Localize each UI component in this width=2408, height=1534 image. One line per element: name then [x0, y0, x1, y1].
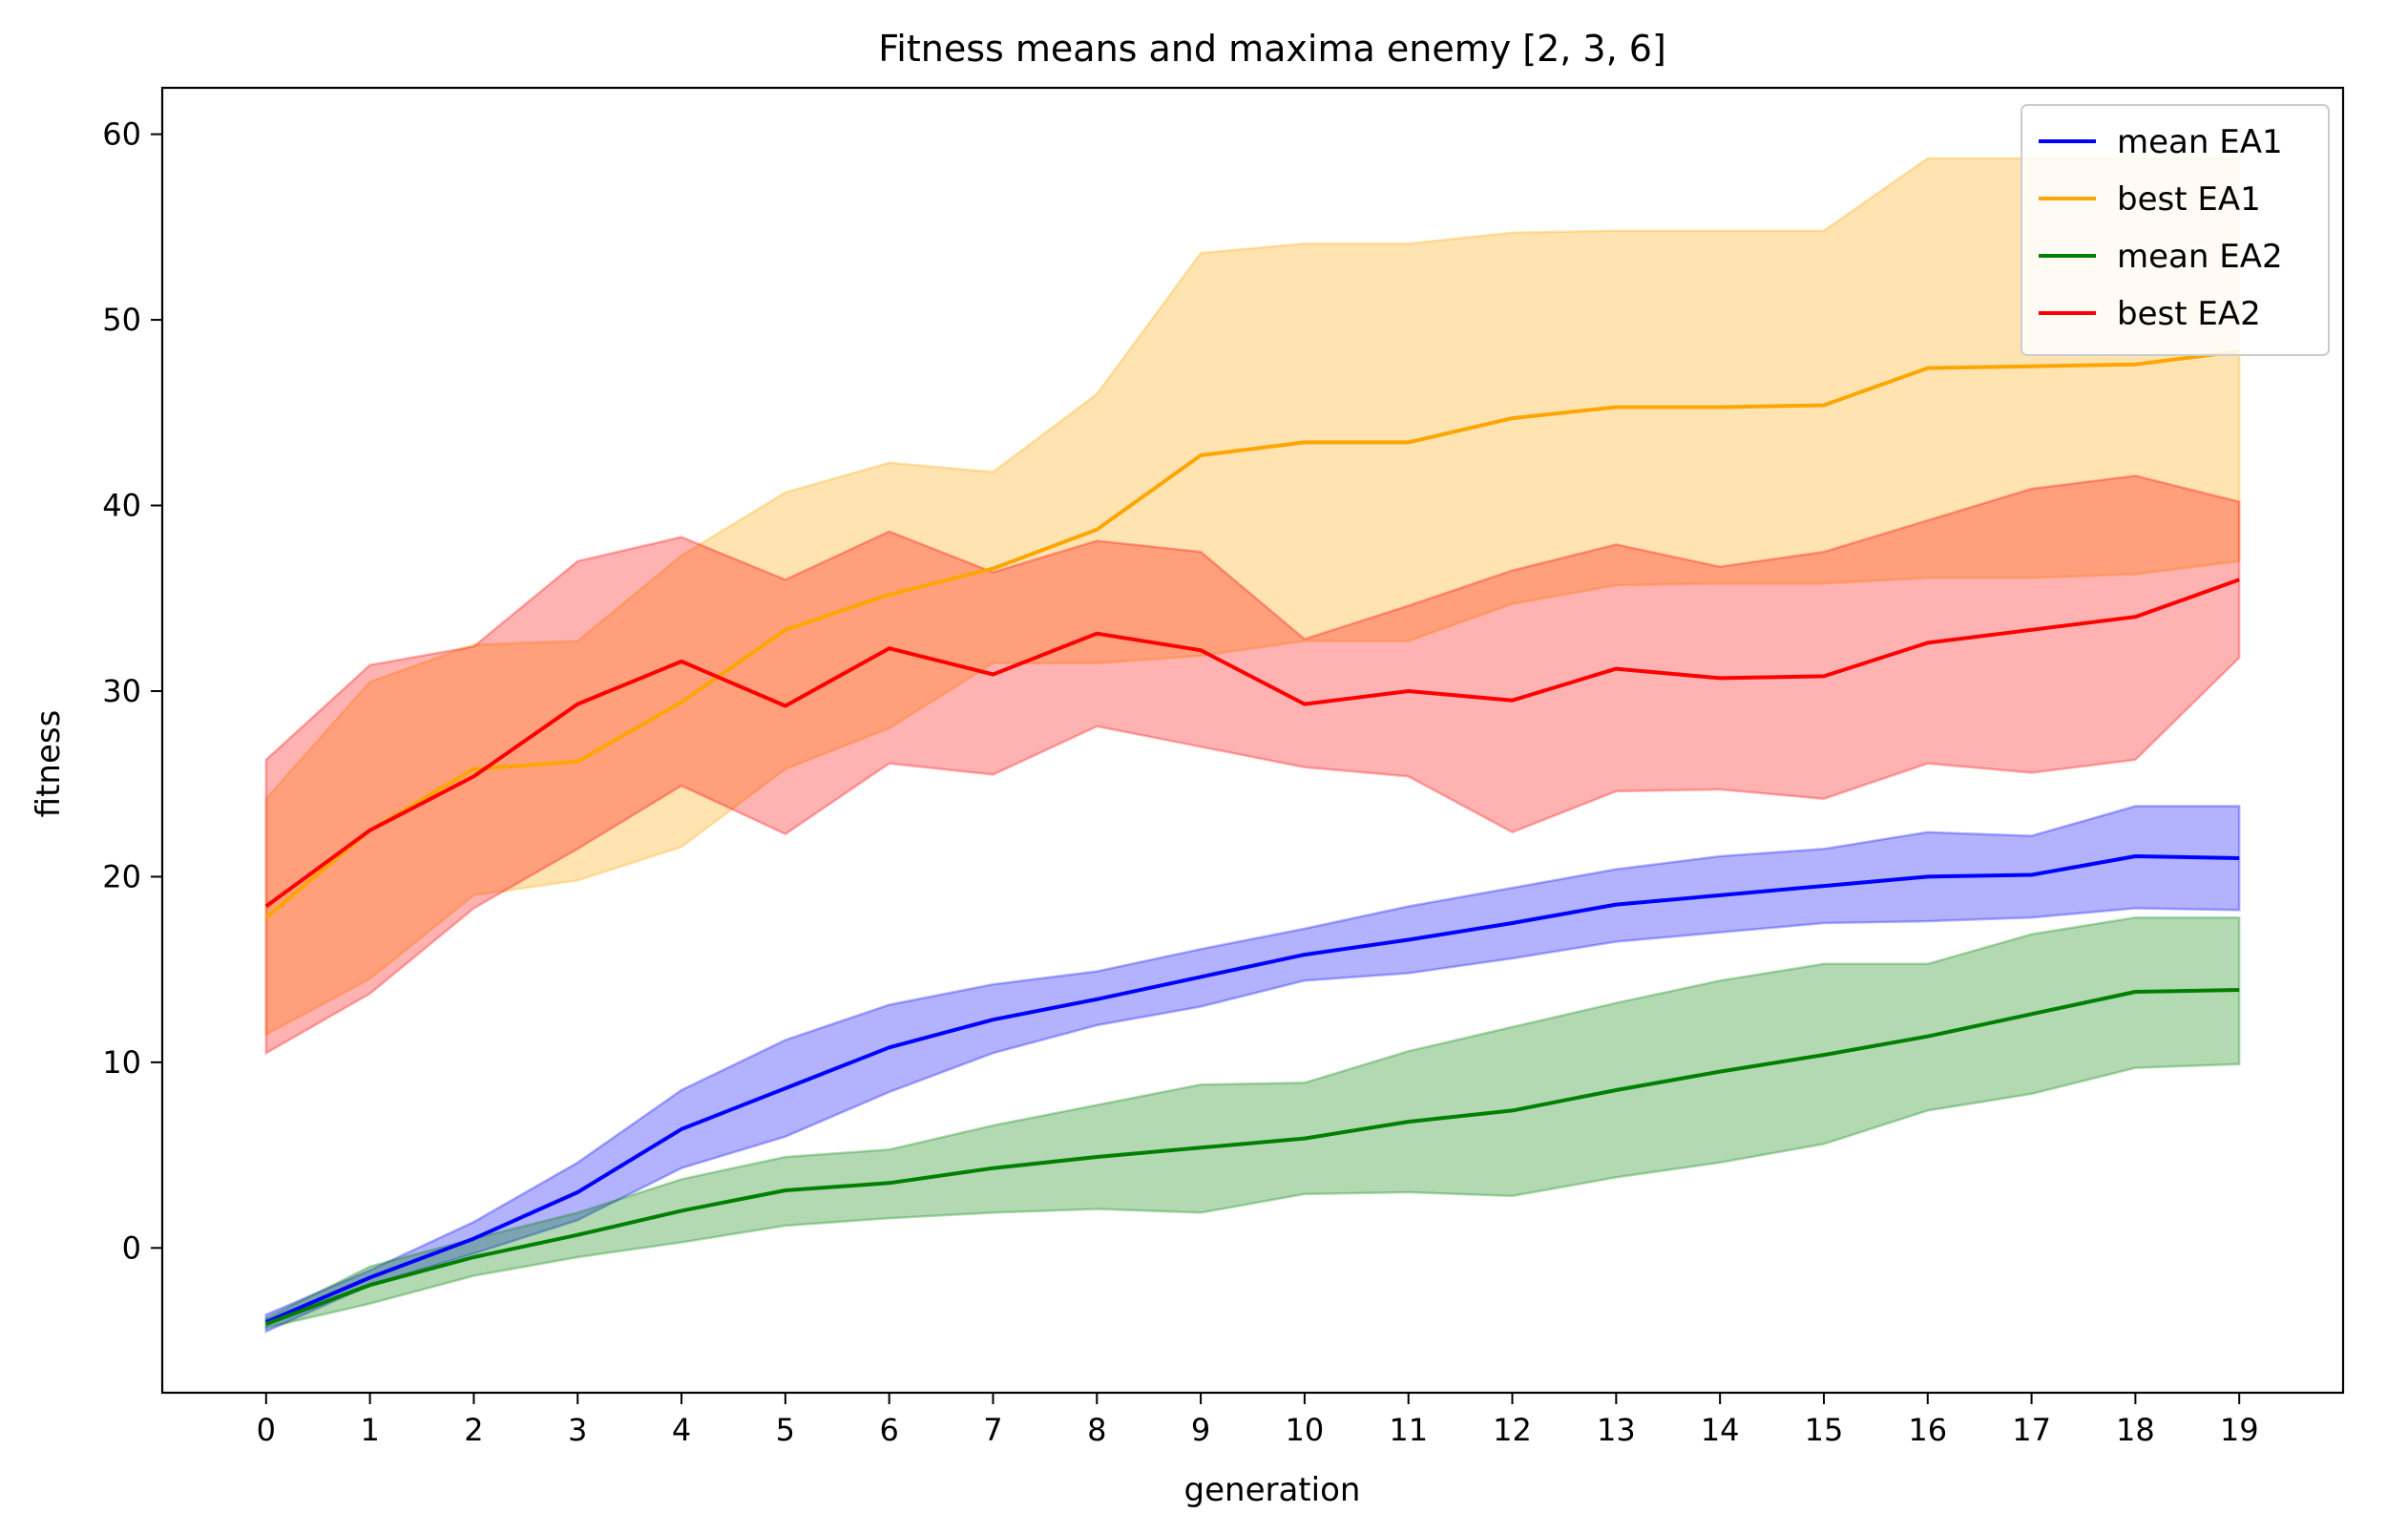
x-tick-label: 17	[2012, 1412, 2051, 1448]
line-best-ea1	[264, 349, 2240, 919]
series-lines	[264, 349, 2240, 1326]
x-tick-label: 11	[1389, 1412, 1428, 1448]
x-tick-label: 13	[1597, 1412, 1636, 1448]
band-mean-ea1	[264, 805, 2241, 1334]
line-best-ea2	[264, 578, 2240, 909]
x-tick-label: 0	[257, 1412, 276, 1448]
x-tick-label: 15	[1805, 1412, 1844, 1448]
x-tick-label: 4	[672, 1412, 691, 1448]
x-tick-label: 1	[360, 1412, 379, 1448]
legend-box	[2021, 104, 2330, 356]
x-tick-label: 6	[879, 1412, 898, 1448]
y-axis: 0 10 20 30 40 50 60	[102, 116, 162, 1266]
y-tick-label: 50	[102, 302, 141, 338]
x-tick-label: 8	[1087, 1412, 1106, 1448]
x-tick-label: 18	[2116, 1412, 2155, 1448]
confidence-bands	[264, 157, 2241, 1334]
chart-title: Fitness means and maxima enemy [2, 3, 6]	[878, 28, 1666, 70]
y-tick-label: 10	[102, 1044, 141, 1081]
x-tick-label: 9	[1191, 1412, 1210, 1448]
x-axis: 0 1 2 3 4 5 6 7 8 9 10 11 12 13 14 15 16 17 18 19	[257, 1393, 2259, 1448]
y-tick-label: 60	[102, 116, 141, 153]
plot-frame	[160, 86, 2345, 1395]
legend-label: best EA1	[2117, 180, 2261, 219]
band-mean-ea2	[264, 915, 2241, 1330]
legend-label: mean EA2	[2117, 238, 2283, 276]
y-axis-label: fitness	[30, 710, 68, 818]
y-tick-label: 40	[102, 488, 141, 524]
x-tick-label: 2	[464, 1412, 483, 1448]
legend-label: best EA2	[2117, 295, 2261, 333]
y-tick-label: 20	[102, 858, 141, 894]
x-tick-label: 10	[1286, 1412, 1325, 1448]
y-tick-label: 0	[122, 1229, 141, 1266]
x-tick-label: 19	[2220, 1412, 2259, 1448]
x-tick-label: 16	[1908, 1412, 1947, 1448]
x-tick-label: 14	[1701, 1412, 1740, 1448]
band-best-ea2	[264, 474, 2241, 1056]
line-mean-ea1	[265, 854, 2240, 1324]
band-best-ea1	[264, 157, 2241, 1037]
legend: mean EA1 best EA1 mean EA2 best EA2	[2021, 104, 2330, 356]
x-tick-label: 12	[1493, 1412, 1532, 1448]
line-mean-ea2	[265, 988, 2240, 1326]
x-tick-label: 7	[983, 1412, 1002, 1448]
legend-label: mean EA1	[2117, 123, 2283, 161]
x-tick-label: 3	[568, 1412, 587, 1448]
x-tick-label: 5	[776, 1412, 795, 1448]
y-tick-label: 30	[102, 673, 141, 709]
x-axis-label: generation	[1184, 1471, 1361, 1509]
